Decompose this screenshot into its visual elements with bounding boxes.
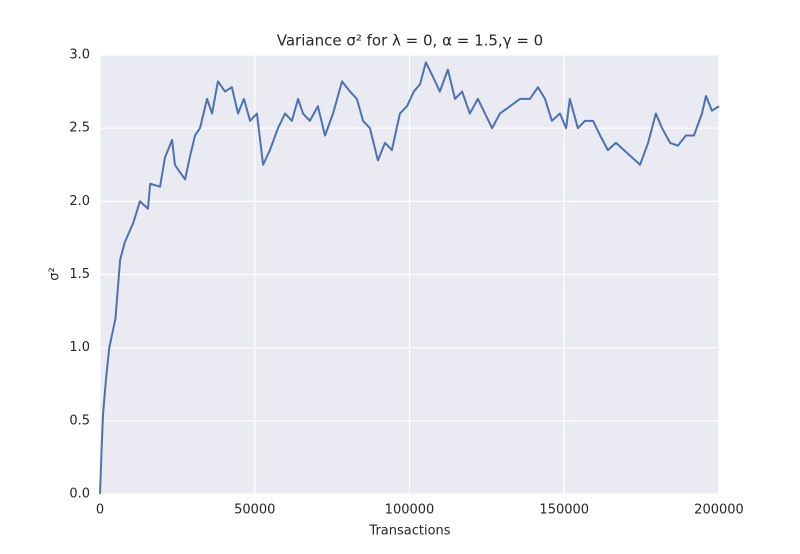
- data-line: [99, 61, 720, 495]
- x-tick-label: 100000: [385, 503, 435, 518]
- x-tick-label: 0: [96, 503, 104, 518]
- x-axis-label: Transactions: [368, 524, 450, 539]
- y-tick-label: 0.5: [69, 413, 90, 428]
- y-tick-label: 2.5: [69, 121, 90, 136]
- y-axis-label: σ²: [48, 267, 63, 280]
- x-tick-label: 200000: [694, 503, 744, 518]
- x-tick-label: 50000: [234, 503, 275, 518]
- x-tick-label: 150000: [539, 503, 589, 518]
- y-tick-label: 3.0: [69, 48, 90, 63]
- y-tick-label: 0.0: [69, 487, 90, 502]
- y-tick-label: 2.0: [69, 194, 90, 209]
- y-tick-label: 1.5: [69, 267, 90, 282]
- chart-title: Variance σ² for λ = 0, α = 1.5,γ = 0: [277, 32, 543, 50]
- y-tick-label: 1.0: [69, 340, 90, 355]
